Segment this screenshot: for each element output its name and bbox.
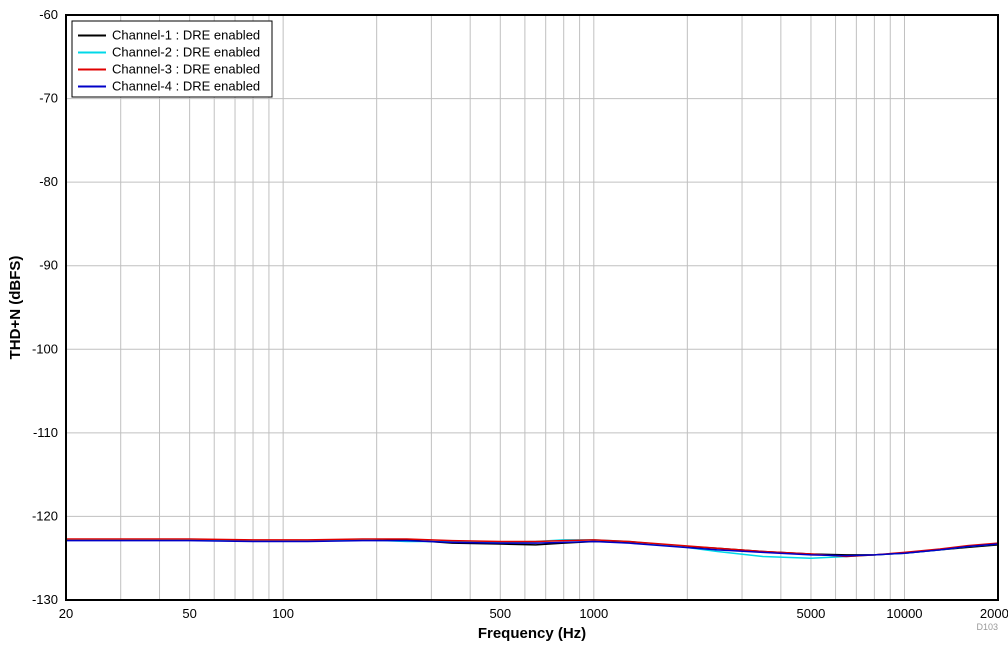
y-tick-label: -110 bbox=[33, 425, 58, 440]
y-tick-label: -130 bbox=[32, 592, 58, 607]
y-tick-label: -80 bbox=[39, 174, 58, 189]
x-tick-label: 1000 bbox=[579, 606, 608, 621]
thdn-chart: 20 50 100 500 1000 5000 10000 20000 -130 -120 -110… bbox=[0, 0, 1008, 652]
x-tick-label: 20 bbox=[59, 606, 73, 621]
x-tick-label: 500 bbox=[489, 606, 511, 621]
x-axis-label: Frequency (Hz) bbox=[478, 625, 586, 642]
y-tick-label: -60 bbox=[39, 7, 58, 22]
legend-label: Channel-3 : DRE enabled bbox=[112, 62, 260, 77]
y-tick-label: -100 bbox=[32, 341, 58, 356]
legend: Channel-1 : DRE enabled Channel-2 : DRE e… bbox=[72, 21, 272, 97]
legend-label: Channel-1 : DRE enabled bbox=[112, 28, 260, 43]
x-tick-label: 10000 bbox=[886, 606, 922, 621]
y-axis-label: THD+N (dBFS) bbox=[7, 256, 24, 360]
legend-label: Channel-2 : DRE enabled bbox=[112, 45, 260, 60]
y-tick-label: -120 bbox=[32, 508, 58, 523]
x-tick-label: 100 bbox=[272, 606, 294, 621]
x-tick-label: 5000 bbox=[796, 606, 825, 621]
x-tick-label: 50 bbox=[182, 606, 196, 621]
y-tick-label: -70 bbox=[39, 91, 58, 106]
corner-id: D103 bbox=[976, 622, 998, 632]
y-tick-label: -90 bbox=[39, 258, 58, 273]
legend-label: Channel-4 : DRE enabled bbox=[112, 79, 260, 94]
chart-svg: 20 50 100 500 1000 5000 10000 20000 -130 -120 -110… bbox=[0, 0, 1008, 652]
x-tick-label: 20000 bbox=[980, 606, 1008, 621]
